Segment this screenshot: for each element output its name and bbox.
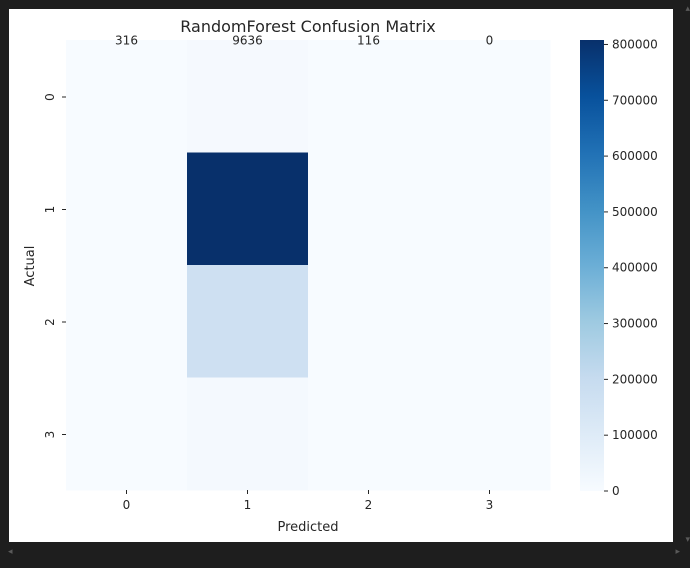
- heatmap-cell-r1-c1: [187, 152, 309, 266]
- chart-title: RandomForest Confusion Matrix: [180, 17, 435, 36]
- heatmap-cell-r2-c0: [66, 265, 188, 378]
- cell-annotation-r0-c0: 316: [115, 33, 138, 47]
- cell-annotation-r0-c1: 9636: [232, 33, 263, 47]
- y-tick-label-0: 0: [43, 93, 57, 101]
- x-tick-label-2: 2: [365, 498, 373, 512]
- colorbar-tick-label-4: 400000: [612, 261, 658, 275]
- colorbar-tick-label-8: 800000: [612, 37, 658, 51]
- figure-canvas: RandomForest Confusion Matrix 316 9636 116…: [9, 9, 673, 542]
- heatmap-cell-r3-c3: [429, 377, 551, 491]
- confusion-matrix-chart: RandomForest Confusion Matrix 316 9636 116…: [23, 17, 658, 535]
- cell-annotation-r0-c2: 116: [357, 33, 380, 47]
- heatmap-cell-r2-c3: [429, 265, 551, 378]
- colorbar-tick-label-2: 200000: [612, 372, 658, 386]
- cell-annotations: 316 9636 116 0: [115, 33, 493, 47]
- y-tick-label-3: 3: [43, 431, 57, 439]
- x-tick-label-1: 1: [244, 498, 252, 512]
- cell-annotation-r0-c3: 0: [486, 33, 494, 47]
- colorbar-tick-label-7: 700000: [612, 93, 658, 107]
- x-tick-label-3: 3: [486, 498, 494, 512]
- heatmap-cell-r1-c2: [308, 152, 430, 266]
- heatmap-cell-r0-c2: [308, 40, 430, 153]
- x-axis: 0 1 2 3: [123, 490, 494, 512]
- x-tick-label-0: 0: [123, 498, 131, 512]
- colorbar-gradient: [580, 40, 604, 491]
- colorbar-tick-label-6: 600000: [612, 149, 658, 163]
- heatmap-cell-r2-c2: [308, 265, 430, 378]
- heatmap-cell-r1-c3: [429, 152, 551, 266]
- colorbar-tick-label-0: 0: [612, 484, 620, 498]
- heatmap-cell-r2-c1: [187, 265, 309, 378]
- scroll-down-arrow-icon[interactable]: ▾: [685, 535, 690, 545]
- heatmap-cell-r0-c1: [187, 40, 309, 153]
- y-axis: 0 1 2 3: [43, 93, 66, 438]
- heatmap-cell-r3-c2: [308, 377, 430, 491]
- scroll-right-arrow-icon[interactable]: ▸: [675, 547, 680, 557]
- heatmap-cell-r3-c0: [66, 377, 188, 491]
- heatmap-cell-r3-c1: [187, 377, 309, 491]
- x-axis-label: Predicted: [277, 520, 338, 535]
- y-tick-label-2: 2: [43, 318, 57, 326]
- colorbar: 0 100000 200000 300000 400000 500000 600000 700…: [580, 37, 658, 498]
- heatmap-cell-r0-c0: [66, 40, 188, 153]
- colorbar-tick-label-3: 300000: [612, 317, 658, 331]
- heatmap-cells: [66, 40, 551, 491]
- heatmap-cell-r1-c0: [66, 152, 188, 266]
- y-axis-label: Actual: [23, 246, 38, 287]
- heatmap-cell-r0-c3: [429, 40, 551, 153]
- y-tick-label-1: 1: [43, 206, 57, 214]
- colorbar-tick-label-5: 500000: [612, 205, 658, 219]
- scroll-up-arrow-icon[interactable]: ▴: [685, 4, 690, 14]
- scroll-left-arrow-icon[interactable]: ◂: [8, 547, 13, 557]
- colorbar-tick-label-1: 100000: [612, 428, 658, 442]
